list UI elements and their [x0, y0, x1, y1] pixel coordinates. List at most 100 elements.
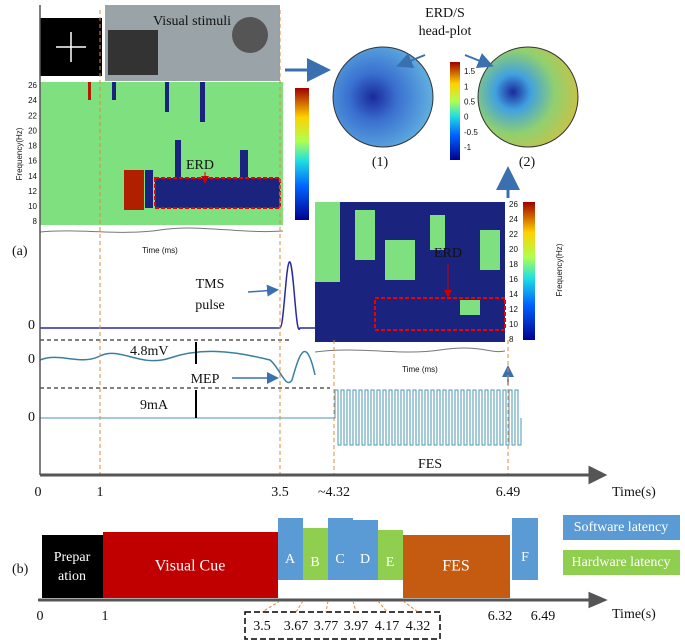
- latency-value: 4.32: [406, 619, 431, 634]
- trace: [39, 227, 284, 233]
- amplitude-label: 9mA: [140, 398, 169, 413]
- headplot-title: head-plot: [419, 24, 472, 39]
- y-tick-label: 0.5: [464, 98, 476, 107]
- legend-swatch: [563, 550, 680, 575]
- time-tick: 1: [102, 609, 109, 624]
- time-tick: 6.49: [496, 485, 521, 500]
- colorbar: [450, 62, 460, 160]
- block: [278, 518, 303, 580]
- legend-label: Software latency: [574, 520, 668, 535]
- block-label: D: [360, 552, 370, 567]
- colorbar: [295, 88, 309, 220]
- latency-arrow: [377, 600, 388, 613]
- y-tick-label: 14: [509, 290, 518, 299]
- block-label: Visual Cue: [155, 558, 226, 575]
- x-axis-label: Time (ms): [402, 365, 438, 374]
- trace: [314, 347, 506, 353]
- block-label: E: [386, 555, 395, 570]
- time-tick: 6.32: [488, 609, 513, 624]
- y-tick-label: 26: [28, 81, 37, 90]
- photo-subject: [232, 17, 268, 53]
- y-tick-label: -0.5: [464, 128, 478, 137]
- time-tick: 6.49: [531, 609, 556, 624]
- photo-monitor: [108, 30, 158, 75]
- y-tick-label: 8: [509, 335, 514, 344]
- time-axis: [40, 465, 608, 485]
- mep-trace: [39, 350, 316, 384]
- block-label: B: [310, 555, 319, 570]
- spectrogram-patch: [124, 170, 144, 210]
- y-tick-label: 12: [509, 305, 518, 314]
- y-tick-label: 24: [509, 215, 518, 224]
- spectrogram-patches: [315, 202, 500, 315]
- block: [353, 520, 378, 580]
- time-tick: 3.5: [271, 485, 289, 500]
- colorbar: [523, 202, 535, 340]
- time-axis-label: Time(s): [612, 607, 656, 622]
- latency-value: 3.67: [284, 619, 309, 634]
- block-label: F: [521, 550, 529, 565]
- arrow: [396, 53, 426, 68]
- block: [328, 518, 353, 580]
- erd-label: ERD: [186, 158, 214, 173]
- latency-box: [244, 611, 441, 640]
- fes-trace: [40, 389, 522, 446]
- headplot-label: (2): [519, 155, 536, 170]
- head-plot: [332, 46, 434, 148]
- x-axis-label: Time (ms): [142, 246, 178, 255]
- y-tick-label: 20: [28, 126, 37, 135]
- y-tick-label: 18: [509, 260, 518, 269]
- time-axis-label: Time(s): [612, 485, 656, 500]
- arrow: [247, 284, 279, 297]
- block-label: ation: [58, 569, 86, 584]
- latency-arrow: [261, 600, 281, 613]
- erd-box: [374, 297, 506, 331]
- head-plot: [477, 46, 579, 148]
- latency-value: 3.97: [344, 619, 369, 634]
- legend-swatch: [563, 515, 680, 540]
- zero-label: 0: [28, 318, 35, 333]
- mep-label: MEP: [191, 372, 220, 387]
- tms-label: pulse: [195, 298, 225, 313]
- y-axis-label: Frequency(Hz): [15, 127, 24, 180]
- y-tick-label: 10: [28, 202, 37, 211]
- panel-label: (a): [12, 244, 28, 259]
- spectrogram-patches: [112, 82, 280, 208]
- y-tick-label: 8: [33, 217, 38, 226]
- y-tick-label: 1: [464, 82, 469, 91]
- erd-label: ERD: [434, 246, 462, 261]
- panel-label: (b): [12, 562, 29, 577]
- y-tick-label: 16: [28, 157, 37, 166]
- amplitude-label: 4.8mV: [130, 344, 169, 359]
- y-tick-label: 0: [464, 113, 469, 122]
- zero-label: 0: [28, 352, 35, 367]
- block: [403, 535, 510, 598]
- fes-label: FES: [418, 457, 442, 472]
- y-tick-label: 18: [28, 142, 37, 151]
- tms-trace: [40, 261, 315, 330]
- block: [103, 532, 278, 598]
- y-tick-label: 14: [28, 172, 37, 181]
- block-label: Prepar: [54, 550, 91, 565]
- time-axis: [38, 591, 608, 609]
- time-tick: ~4.32: [318, 485, 350, 500]
- latency-arrow: [325, 600, 329, 613]
- zero-label: 0: [28, 410, 35, 425]
- latency-arrow: [295, 600, 304, 613]
- y-axis-label: Frequency(Hz): [555, 243, 564, 296]
- block-label: FES: [442, 558, 470, 575]
- latency-arrow: [352, 600, 357, 613]
- y-tick-label: 22: [28, 111, 37, 120]
- block: [512, 518, 538, 580]
- time-tick: 0: [37, 609, 44, 624]
- y-tick-label: -1: [464, 143, 472, 152]
- latency-value: 3.77: [314, 619, 339, 634]
- y-tick-label: 1.5: [464, 67, 476, 76]
- y-tick-label: 12: [28, 187, 37, 196]
- block-label: C: [335, 552, 344, 567]
- latency-value: 4.17: [375, 619, 400, 634]
- block: [378, 530, 403, 580]
- fixation-cross: [56, 32, 86, 62]
- latency-arrow: [402, 600, 419, 613]
